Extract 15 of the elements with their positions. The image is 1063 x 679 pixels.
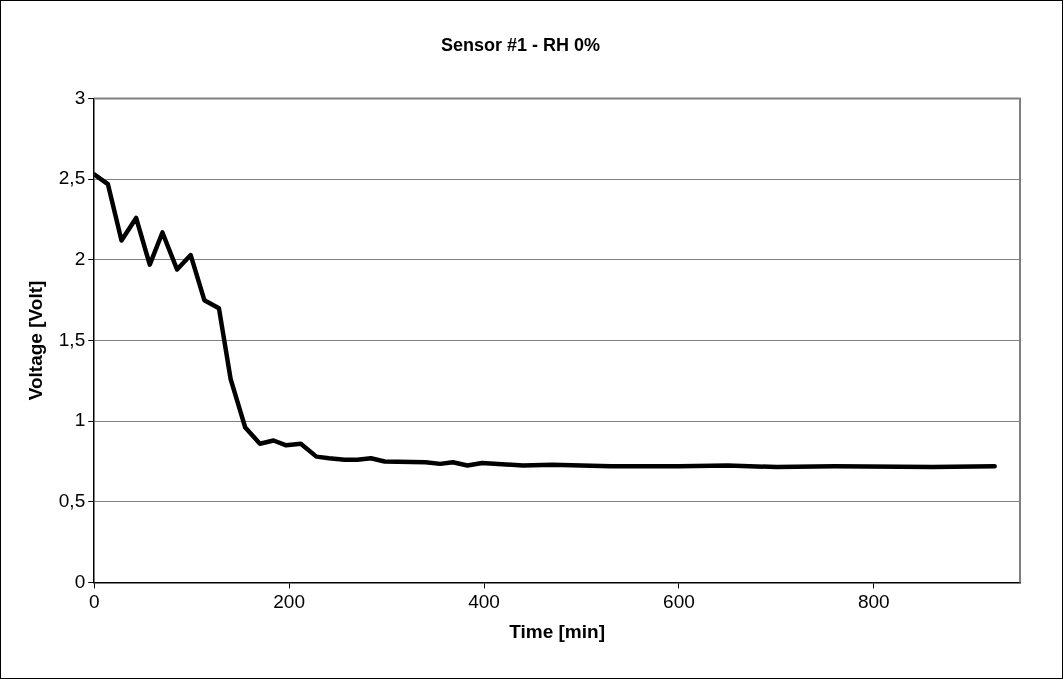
y-tick-label: 0 [74, 570, 86, 592]
y-tick-label: 2 [74, 248, 86, 270]
x-tick-label: 0 [88, 591, 100, 613]
y-tick-label: 1 [74, 409, 86, 431]
x-tick-label: 600 [663, 591, 695, 613]
y-tick-label: 3 [74, 86, 86, 108]
x-tick-label: 400 [468, 591, 500, 613]
x-tick-label: 800 [857, 591, 890, 613]
y-tick-label: 1,5 [58, 328, 86, 350]
y-tick-label: 0,5 [58, 490, 86, 511]
y-tick-label: 2,5 [58, 167, 86, 189]
x-tick-label: 200 [273, 591, 305, 613]
y-axis-title: Voltage [Volt] [24, 280, 46, 401]
x-axis-title: Time [min] [509, 620, 605, 642]
chart-title: Sensor #1 - RH 0% [440, 34, 601, 55]
